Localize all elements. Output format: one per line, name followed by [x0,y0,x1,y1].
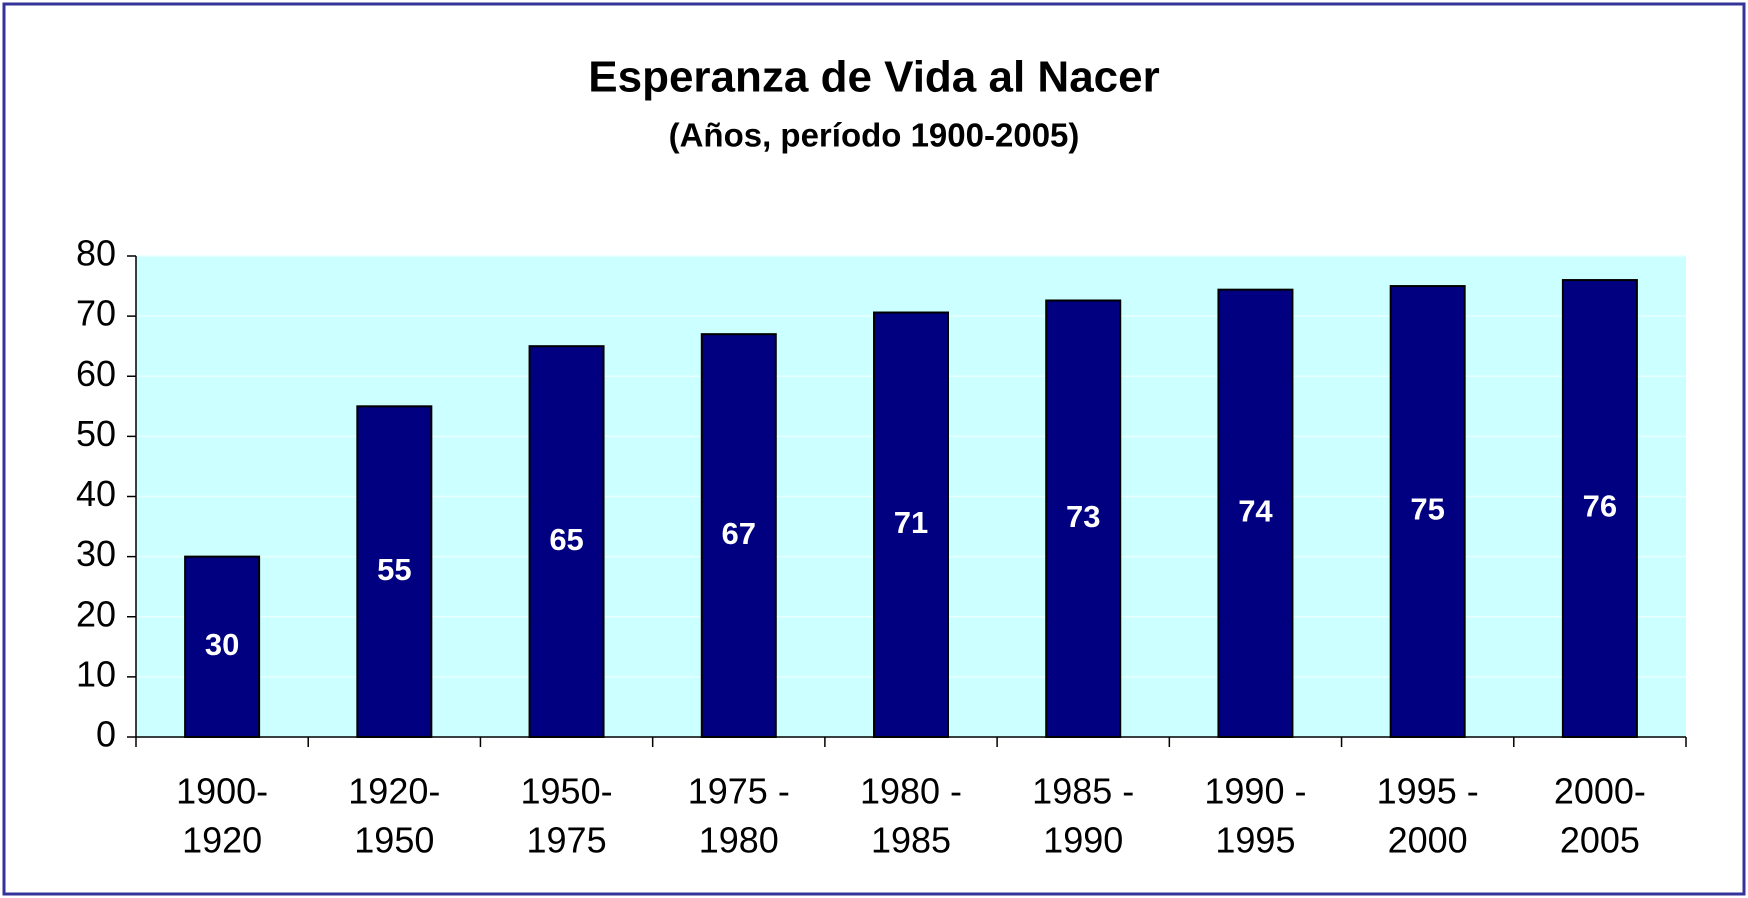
x-tick-label: 1980 - [860,771,962,812]
chart-subtitle: (Años, período 1900-2005) [669,117,1080,154]
x-tick-label: 2000 [1388,820,1468,861]
y-tick-label: 80 [76,233,116,274]
x-tick-label: 2000- [1554,771,1646,812]
x-tick-label: 1995 - [1377,771,1479,812]
bar [873,311,949,738]
x-tick-label: 1990 - [1204,771,1306,812]
bar [184,555,261,738]
x-tick-label: 1985 - [1032,771,1134,812]
x-tick-label: 1950- [521,771,613,812]
y-tick-label: 70 [76,293,116,334]
data-label: 67 [722,516,756,551]
x-tick-label: 1975 - [688,771,790,812]
x-tick-label: 1985 [871,820,951,861]
y-tick-label: 10 [76,653,116,694]
chart-title: Esperanza de Vida al Nacer [588,53,1159,102]
x-tick-label: 1900- [176,771,268,812]
data-label: 65 [549,522,583,557]
x-tick-label: 1950 [354,820,434,861]
x-tick-label: 1995 [1215,820,1295,861]
bar [1561,279,1638,738]
data-label: 55 [377,552,411,587]
x-tick-label: 1990 [1043,820,1123,861]
bar [700,333,777,738]
y-tick-label: 60 [76,353,116,394]
bar [528,345,605,738]
y-tick-label: 0 [96,714,116,755]
y-tick-label: 30 [76,533,116,574]
x-tick-label: 1975 [527,820,607,861]
y-tick-label: 50 [76,413,116,454]
x-tick-label: 1920 [182,820,262,861]
data-label: 74 [1238,494,1273,529]
bar [1389,285,1466,738]
bar [1045,299,1122,738]
bar [1217,288,1294,738]
data-label: 71 [894,505,928,540]
data-label: 75 [1410,492,1444,527]
y-tick-label: 40 [76,473,116,514]
data-label: 30 [205,627,239,662]
y-tick-label: 20 [76,593,116,634]
bar [356,405,433,738]
data-label: 73 [1066,499,1100,534]
x-tick-label: 1920- [348,771,440,812]
data-label: 76 [1583,489,1617,524]
x-tick-label: 1980 [699,820,779,861]
x-tick-label: 2005 [1560,820,1640,861]
